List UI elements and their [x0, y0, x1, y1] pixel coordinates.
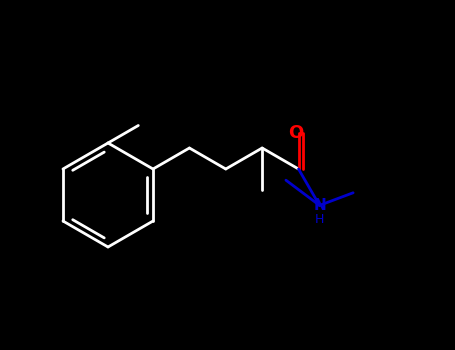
- Text: N: N: [313, 198, 326, 213]
- Text: O: O: [288, 124, 303, 142]
- Text: H: H: [315, 213, 324, 226]
